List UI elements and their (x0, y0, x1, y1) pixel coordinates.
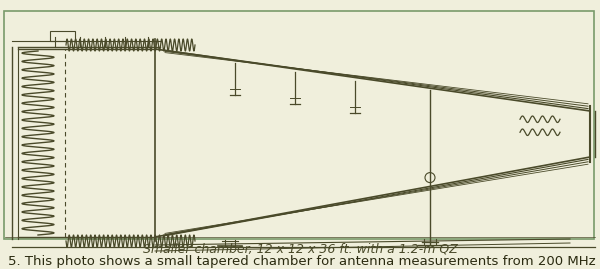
Bar (50, 31, 75, 41)
Bar (4, 11, 594, 239)
Text: Smaller chamber, 12 x 12 x 36 ft. with a 1.2-m QZ: Smaller chamber, 12 x 12 x 36 ft. with a… (143, 242, 457, 256)
Text: 5. This photo shows a small tapered chamber for antenna measurements from 200 MH: 5. This photo shows a small tapered cham… (8, 254, 600, 267)
